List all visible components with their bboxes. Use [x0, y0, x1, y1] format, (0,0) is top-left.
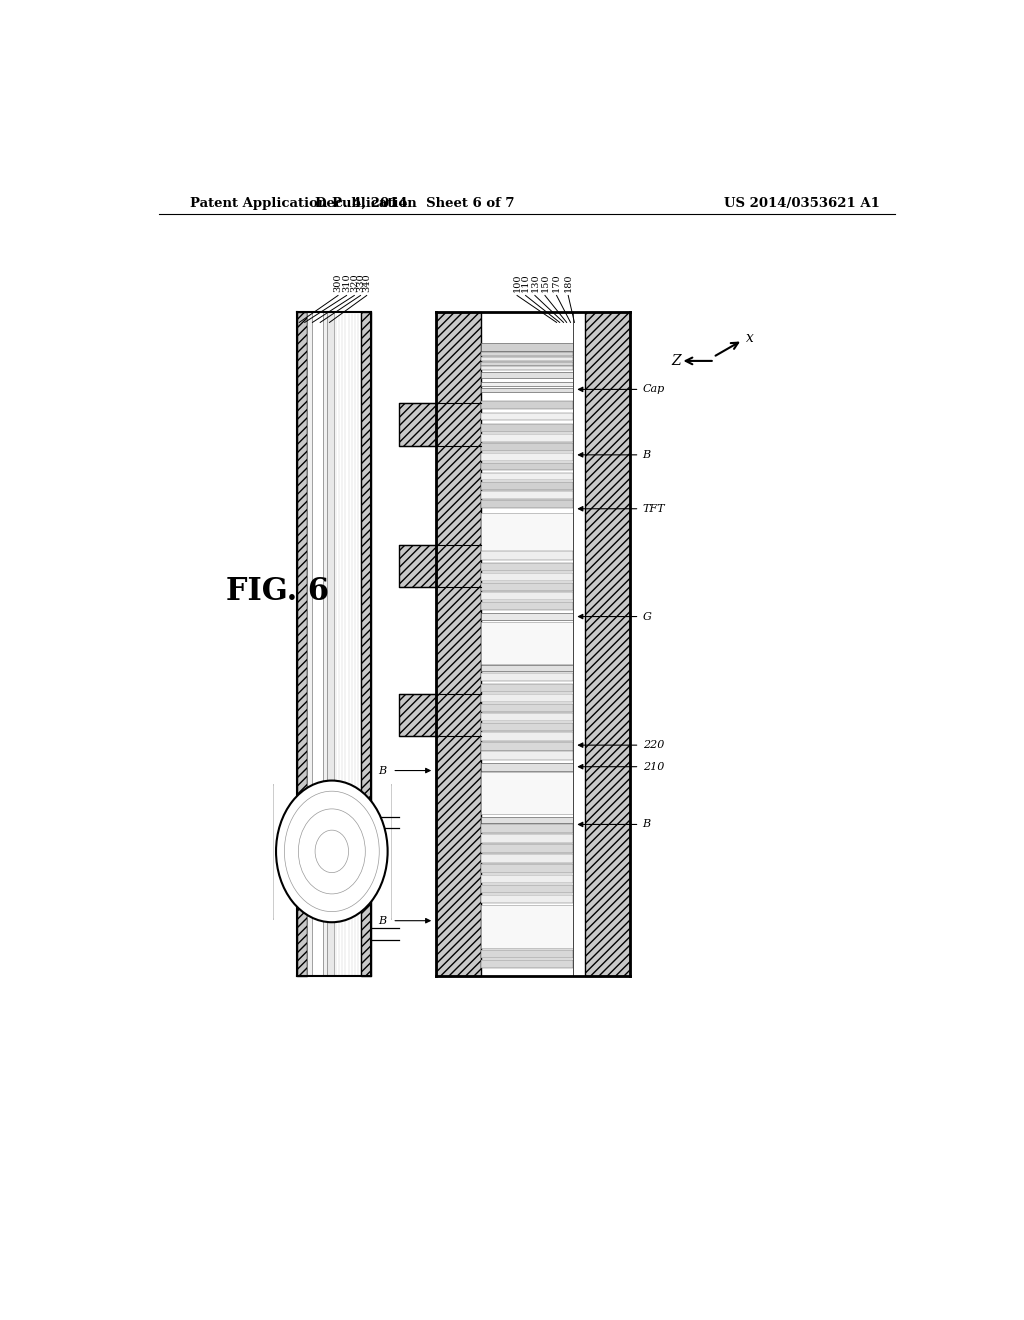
Bar	[481, 372, 572, 378]
Bar	[481, 817, 572, 822]
Bar	[481, 742, 572, 751]
Text: B: B	[378, 916, 386, 925]
Bar	[481, 723, 572, 731]
Text: 340: 340	[362, 273, 372, 293]
Text: TFT: TFT	[643, 504, 666, 513]
Bar	[399, 693, 436, 737]
Bar	[481, 684, 572, 692]
Bar	[481, 453, 572, 461]
Bar	[481, 751, 572, 760]
Bar	[481, 884, 572, 892]
Bar	[481, 763, 572, 771]
Bar	[481, 434, 572, 442]
Bar	[328, 313, 334, 977]
Bar	[481, 895, 572, 903]
Bar	[481, 906, 572, 948]
Bar	[481, 500, 572, 508]
Text: Z: Z	[672, 354, 681, 368]
Bar	[323, 313, 328, 977]
Text: 150: 150	[541, 273, 550, 293]
Bar	[481, 562, 572, 572]
Bar	[399, 545, 436, 587]
Bar	[481, 473, 572, 480]
Text: 110: 110	[521, 273, 530, 293]
Bar	[481, 825, 572, 833]
Ellipse shape	[276, 780, 388, 923]
Text: US 2014/0353621 A1: US 2014/0353621 A1	[724, 197, 881, 210]
Bar	[481, 358, 572, 360]
Bar	[481, 367, 572, 370]
Bar	[481, 352, 572, 356]
Bar	[481, 874, 572, 883]
Bar	[297, 313, 307, 977]
Text: x: x	[746, 331, 755, 345]
Bar	[481, 381, 572, 387]
Bar	[481, 602, 572, 610]
Text: 220: 220	[643, 741, 664, 750]
Text: Patent Application Publication: Patent Application Publication	[190, 197, 417, 210]
Bar	[481, 573, 572, 581]
Bar	[481, 612, 572, 620]
Bar	[481, 622, 572, 664]
Bar	[399, 404, 436, 446]
Text: 330: 330	[356, 273, 365, 293]
Bar	[481, 704, 572, 711]
Text: 310: 310	[342, 273, 351, 293]
Bar	[481, 424, 572, 432]
Text: B: B	[643, 450, 650, 459]
Bar	[311, 313, 323, 977]
Bar	[481, 552, 572, 560]
Bar	[481, 512, 572, 552]
Text: 100: 100	[513, 273, 521, 293]
Text: 130: 130	[530, 273, 540, 293]
Bar	[481, 343, 572, 351]
Text: B: B	[643, 820, 650, 829]
Bar	[481, 834, 572, 843]
Text: Dec. 4, 2014    Sheet 6 of 7: Dec. 4, 2014 Sheet 6 of 7	[315, 197, 514, 210]
Bar	[436, 313, 481, 977]
Text: 300: 300	[334, 273, 342, 293]
Bar	[481, 865, 572, 873]
Bar	[481, 960, 572, 968]
Bar	[481, 733, 572, 741]
Bar	[481, 950, 572, 958]
Text: 320: 320	[350, 273, 358, 293]
Text: G: G	[643, 611, 651, 622]
Bar	[481, 693, 572, 702]
Bar	[481, 482, 572, 490]
Bar	[481, 665, 572, 671]
Text: 180: 180	[563, 273, 572, 293]
Text: 210: 210	[643, 762, 664, 772]
Bar	[481, 854, 572, 863]
Bar	[481, 772, 572, 814]
Bar	[481, 401, 572, 409]
Bar	[481, 462, 572, 470]
Bar	[307, 313, 311, 977]
Bar	[481, 491, 572, 499]
Bar	[481, 412, 572, 420]
Text: Cap: Cap	[643, 384, 665, 395]
Bar	[481, 362, 572, 366]
Bar	[586, 313, 630, 977]
Bar	[481, 845, 572, 853]
Text: B: B	[378, 766, 386, 776]
Text: FIG. 6: FIG. 6	[226, 576, 329, 607]
Bar	[481, 444, 572, 451]
Bar	[360, 313, 371, 977]
Bar	[481, 313, 586, 977]
Text: 170: 170	[552, 273, 561, 293]
Bar	[481, 713, 572, 721]
Bar	[481, 388, 572, 392]
Bar	[481, 591, 572, 601]
Bar	[481, 673, 572, 681]
Bar	[481, 582, 572, 591]
